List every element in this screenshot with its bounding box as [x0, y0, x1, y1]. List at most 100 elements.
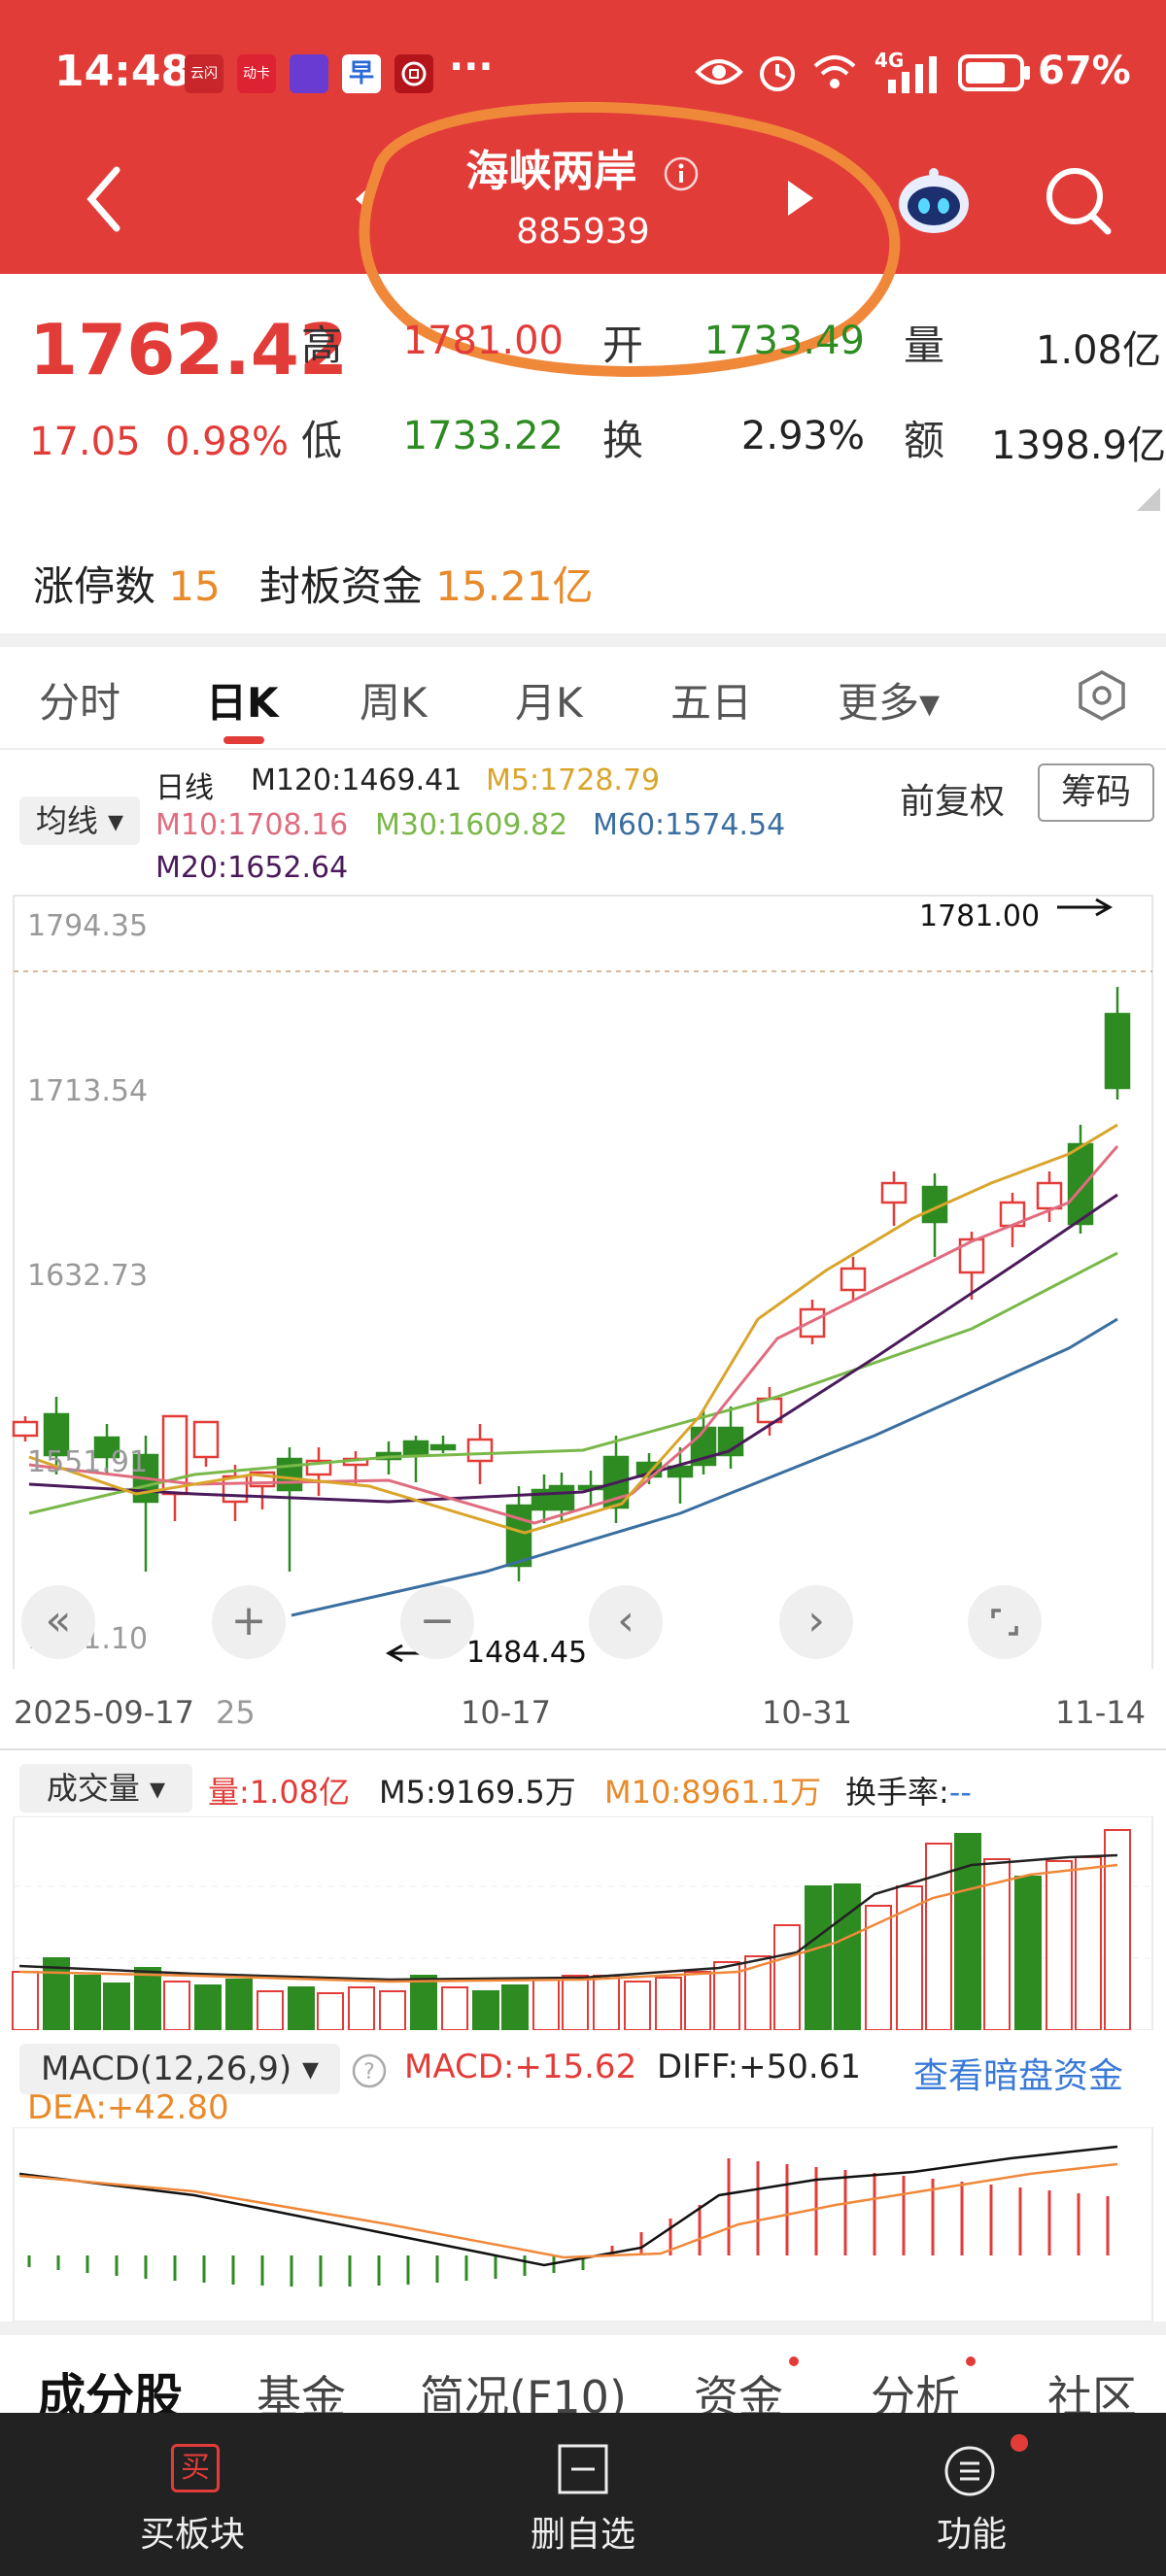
high-mark-label: 1781.00	[919, 899, 1041, 933]
volume-bar	[1104, 1829, 1131, 2030]
chips-button[interactable]: 筹码	[1038, 763, 1154, 822]
volume-ma10: M10:8961.1万	[604, 1774, 822, 1811]
tab-monthly-k[interactable]: 月K	[515, 679, 583, 727]
volume-ma5: M5:9169.5万	[379, 1774, 576, 1811]
volume-bar	[1075, 1856, 1102, 2030]
function-menu-icon	[944, 2446, 995, 2496]
volume-bar	[865, 1905, 892, 2030]
low-mark-label: 1484.45	[466, 1636, 588, 1670]
volume-bar	[501, 1984, 529, 2030]
amount-label: 额	[904, 417, 945, 464]
function-button[interactable]: 功能	[936, 2515, 1007, 2555]
volume-bar	[896, 1885, 923, 2030]
remove-watchlist-icon	[558, 2444, 608, 2494]
turnover-rate-value: --	[948, 1774, 972, 1811]
capital-badge-dot	[789, 2356, 799, 2366]
volume-bar	[410, 1975, 437, 2030]
volume-bar	[194, 1984, 222, 2030]
kline-candle	[276, 1457, 303, 1492]
signal-icon	[888, 56, 937, 93]
tab-intraday[interactable]: 分时	[39, 679, 121, 727]
volume-bar	[134, 1967, 161, 2030]
volume-bar	[744, 1955, 772, 2030]
ma-line	[28, 1193, 1118, 1504]
volume-bar	[655, 1977, 682, 2030]
section-divider-2	[0, 2322, 1166, 2335]
macd-selector[interactable]: MACD(12,26,9) ▾	[19, 2044, 340, 2094]
adjust-mode[interactable]: 前复权	[900, 782, 1006, 822]
volume-divider	[0, 1748, 1166, 1750]
search-icon[interactable]	[1042, 163, 1115, 237]
volume-bar	[1014, 1876, 1042, 2030]
bottom-action-bar: 买 买板块 删自选 功能	[0, 2413, 1166, 2576]
low-label: 低	[301, 417, 343, 464]
kline-candle	[1104, 1012, 1131, 1090]
header-bar: 14:48 云闪付 动卡 早 ··· 4G 67% 海峡两岸 885939	[0, 0, 1166, 274]
kline-candle	[466, 1438, 494, 1463]
kline-candle	[799, 1307, 826, 1339]
kline-chart[interactable]	[0, 892, 1166, 1669]
fullscreen-button[interactable]	[968, 1585, 1042, 1659]
assistant-robot-icon[interactable]	[894, 163, 974, 239]
ma20-value: M20:1652.64	[155, 851, 349, 885]
remove-watchlist-button[interactable]: 删自选	[530, 2515, 635, 2555]
volume-selector[interactable]: 成交量 ▾	[19, 1764, 192, 1813]
turnover-value: 2.93%	[740, 414, 865, 458]
ma120-value: M120:1469.41	[251, 763, 463, 797]
info-icon[interactable]	[662, 154, 701, 193]
zoom-out-button[interactable]: −	[400, 1585, 474, 1659]
volume-bar	[834, 1883, 861, 2030]
more-notifications-icon: ···	[449, 45, 494, 89]
amount-value: 1398.9亿	[991, 424, 1166, 468]
date-label-4: 10-31	[762, 1694, 852, 1731]
date-axis: 2025-09-17	[14, 1694, 194, 1731]
macd-help-icon[interactable]: ?	[350, 2051, 389, 2090]
app-icon-dongka: 动卡	[237, 54, 276, 93]
expand-corner-icon[interactable]	[1135, 486, 1162, 513]
open-label: 开	[602, 322, 644, 369]
low-value: 1733.22	[402, 414, 564, 458]
buy-sector-button[interactable]: 买板块	[139, 2515, 245, 2555]
status-time: 14:48	[54, 47, 191, 96]
volume-bar	[288, 1986, 315, 2030]
volume-value: 量:1.08亿	[208, 1774, 351, 1811]
zoom-in-button[interactable]: +	[212, 1585, 286, 1659]
volume-bar	[624, 1981, 651, 2030]
volume-bar	[348, 1986, 375, 2030]
dea-value: DEA:+42.80	[27, 2088, 229, 2127]
high-label: 高	[301, 322, 343, 369]
eye-icon	[695, 59, 743, 85]
analysis-badge-dot	[966, 2356, 976, 2366]
tab-five-day[interactable]: 五日	[670, 679, 753, 727]
settings-hexagon-icon[interactable]	[1075, 668, 1129, 723]
limit-count-label: 涨停数	[33, 562, 156, 610]
scroll-left-button[interactable]: ‹	[589, 1585, 663, 1659]
high-value: 1781.00	[402, 319, 564, 363]
volume-bar	[317, 1992, 344, 2030]
volume-bar	[472, 1990, 499, 2030]
y-label-1: 1794.35	[27, 909, 149, 943]
volume-bar	[257, 1990, 284, 2030]
change-value: 17.05	[29, 420, 141, 464]
ma-selector[interactable]: 均线 ▾	[19, 797, 140, 845]
volume-bar	[562, 1975, 589, 2030]
fullscreen-icon	[991, 1609, 1018, 1636]
tab-more[interactable]: 更多▾	[838, 679, 941, 727]
ma10-value: M10:1708.16	[155, 808, 349, 842]
tab-daily-k[interactable]: 日K	[206, 679, 279, 727]
scroll-right-button[interactable]: ›	[779, 1585, 853, 1659]
limit-row: 涨停数 15 封板资金 15.21亿	[33, 554, 594, 613]
tab-weekly-k[interactable]: 周K	[360, 679, 428, 727]
period-label: 日线	[155, 771, 214, 805]
app-icon-photos	[290, 54, 328, 93]
y-label-3: 1632.73	[27, 1259, 149, 1293]
wifi-icon	[813, 55, 856, 88]
dark-fund-link[interactable]: 查看暗盘资金	[913, 2056, 1124, 2096]
next-stock-icon[interactable]	[782, 177, 817, 220]
scroll-left-fast-button[interactable]: «	[21, 1585, 95, 1659]
kline-candle	[667, 1465, 694, 1478]
volume-bar	[12, 1971, 39, 2030]
back-icon[interactable]	[78, 155, 130, 243]
app-icon-zao: 早	[342, 54, 381, 93]
volume-bar	[441, 1986, 468, 2030]
